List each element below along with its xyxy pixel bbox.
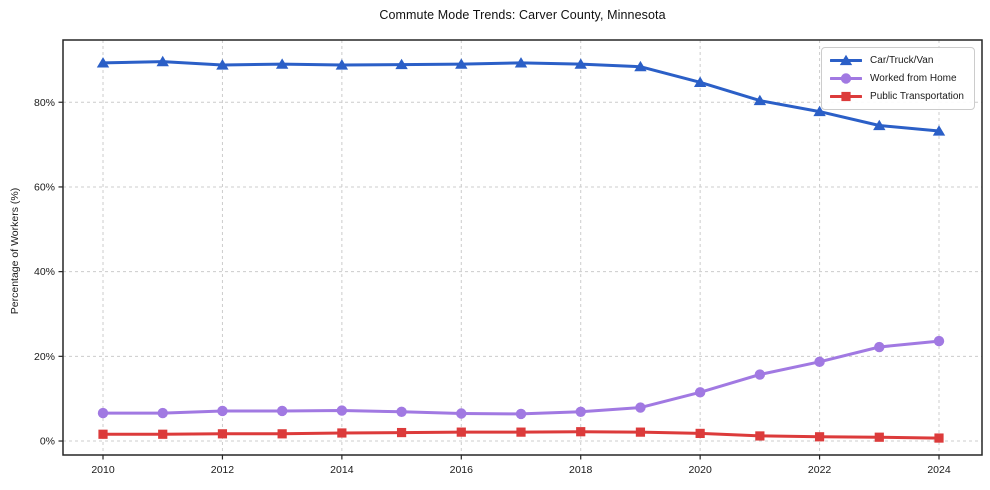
legend-item-public-transportation: Public Transportation bbox=[830, 89, 964, 104]
legend-swatch-triangle-icon bbox=[830, 54, 863, 66]
x-tick-label: 2018 bbox=[569, 464, 593, 476]
x-tick-label: 2012 bbox=[211, 464, 235, 476]
y-tick-label: 80% bbox=[34, 97, 55, 109]
y-tick-label: 40% bbox=[34, 266, 55, 278]
x-tick-label: 2022 bbox=[808, 464, 832, 476]
legend-swatch-square-icon bbox=[830, 91, 863, 102]
x-tick-label: 2024 bbox=[927, 464, 951, 476]
x-tick-label: 2020 bbox=[688, 464, 712, 476]
legend-label-worked-from-home: Worked from Home bbox=[870, 73, 957, 84]
x-tick-label: 2014 bbox=[330, 464, 354, 476]
x-tick-label: 2010 bbox=[91, 464, 115, 476]
legend-label-car-truck-van: Car/Truck/Van bbox=[870, 55, 934, 66]
legend-label-public-transportation: Public Transportation bbox=[870, 91, 964, 102]
chart-title: Commute Mode Trends: Carver County, Minn… bbox=[379, 8, 666, 22]
y-tick-label: 60% bbox=[34, 181, 55, 193]
legend-swatch-circle-icon bbox=[830, 73, 863, 84]
series-1 bbox=[97, 335, 945, 420]
axis-ticks: 2010 2012 2014 2016 2018 2020 2022 2024 0% 20% 40%… bbox=[34, 97, 951, 476]
y-tick-label: 0% bbox=[40, 436, 55, 448]
series-2 bbox=[98, 427, 944, 443]
series-0 bbox=[96, 55, 946, 136]
legend-item-car-truck-van: Car/Truck/Van bbox=[830, 53, 964, 68]
legend-item-worked-from-home: Worked from Home bbox=[830, 71, 964, 86]
x-tick-label: 2016 bbox=[450, 464, 474, 476]
y-tick-label: 20% bbox=[34, 351, 55, 363]
plot-frame bbox=[62, 39, 983, 456]
legend: Car/Truck/Van Worked from Home Public Tr… bbox=[821, 47, 975, 110]
